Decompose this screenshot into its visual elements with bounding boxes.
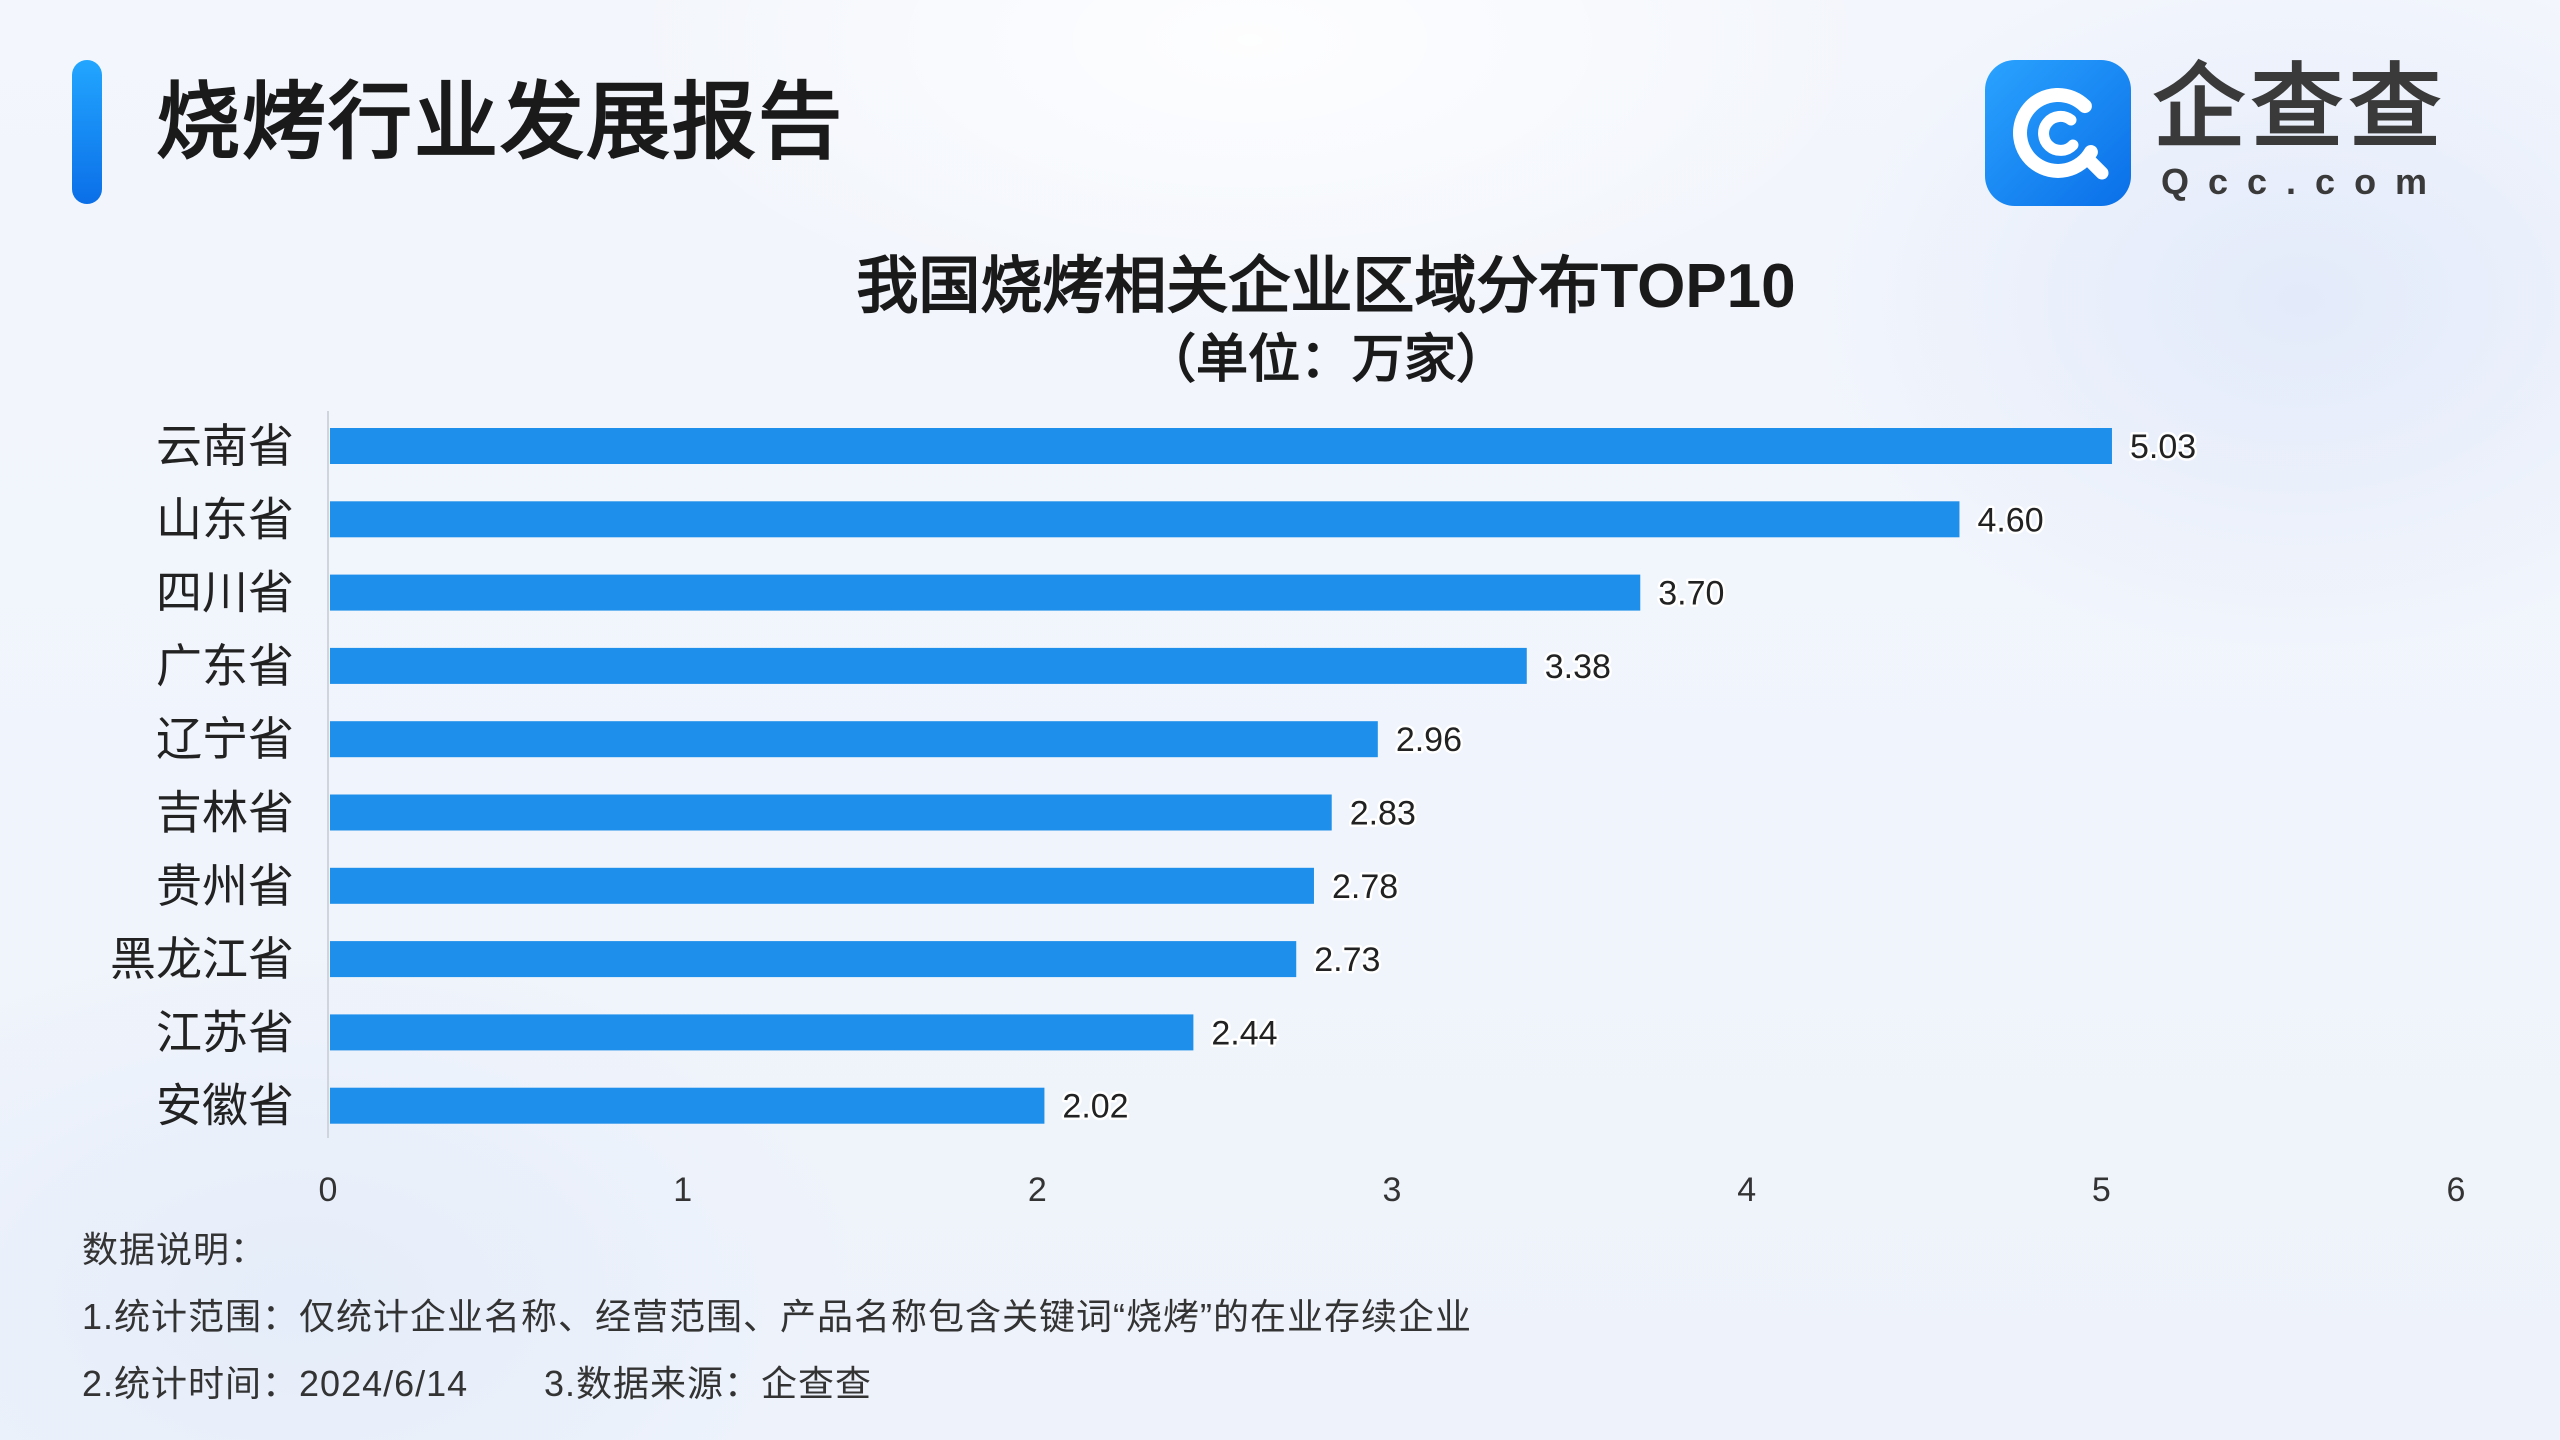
value-label-7: 2.73: [1314, 941, 1380, 979]
value-label-3: 3.38: [1545, 648, 1611, 686]
logo-domain: Qcc.com: [2161, 161, 2447, 202]
chart-subtitle: （单位：万家）: [1143, 331, 1508, 389]
x-tick-label-0: 0: [319, 1171, 338, 1209]
category-label-1: 山东省: [156, 493, 294, 545]
qcc-logo[interactable]: 企查查 Qcc.com: [1985, 60, 2485, 206]
bar-4: [330, 721, 1378, 758]
bar-7: [330, 941, 1297, 978]
value-label-8: 2.44: [1211, 1014, 1277, 1052]
category-label-5: 吉林省: [156, 787, 294, 839]
category-label-3: 广东省: [156, 640, 294, 692]
category-label-9: 安徽省: [156, 1080, 294, 1132]
bar-3: [330, 647, 1527, 684]
value-label-2: 3.70: [1658, 575, 1724, 613]
bar-9: [330, 1087, 1045, 1124]
logo-name: 企查查: [2153, 57, 2448, 159]
value-label-0: 5.03: [2130, 428, 2196, 466]
bar-2: [330, 574, 1641, 611]
category-label-0: 云南省: [156, 420, 294, 472]
page-title: 烧烤行业发展报告: [156, 75, 845, 169]
value-label-1: 4.60: [1977, 501, 2043, 539]
qcc-magnifier-icon: [1985, 60, 2131, 206]
bar-5: [330, 794, 1332, 831]
bar-8: [330, 1014, 1194, 1051]
bar-1: [330, 501, 1960, 538]
x-tick-label-3: 3: [1383, 1171, 1402, 1209]
value-label-6: 2.78: [1332, 868, 1398, 906]
value-label-4: 2.96: [1396, 721, 1462, 759]
notes-time: 2.统计时间：2024/6/14: [82, 1363, 469, 1404]
category-label-2: 四川省: [156, 567, 294, 619]
notes-source: 3.数据来源：企查查: [544, 1363, 873, 1404]
category-label-6: 贵州省: [156, 860, 294, 912]
x-tick-label-5: 5: [2092, 1171, 2111, 1209]
bar-6: [330, 867, 1314, 904]
x-tick-label-1: 1: [673, 1171, 692, 1209]
category-label-4: 辽宁省: [156, 713, 294, 765]
value-label-9: 2.02: [1062, 1088, 1128, 1126]
category-label-8: 江苏省: [156, 1006, 294, 1058]
chart-title: 我国烧烤相关企业区域分布TOP10: [856, 252, 1796, 321]
x-tick-label-4: 4: [1737, 1171, 1756, 1209]
x-tick-label-6: 6: [2447, 1171, 2466, 1209]
category-label-7: 黑龙江省: [110, 933, 294, 985]
notes-scope: 1.统计范围：仅统计企业名称、经营范围、产品名称包含关键词“烧烤”的在业存续企业: [82, 1296, 1473, 1337]
bar-0: [330, 428, 2112, 464]
x-tick-label-2: 2: [1028, 1171, 1047, 1209]
notes-heading: 数据说明：: [82, 1229, 268, 1270]
title-accent-bar: [72, 60, 102, 204]
value-label-5: 2.83: [1350, 795, 1416, 833]
